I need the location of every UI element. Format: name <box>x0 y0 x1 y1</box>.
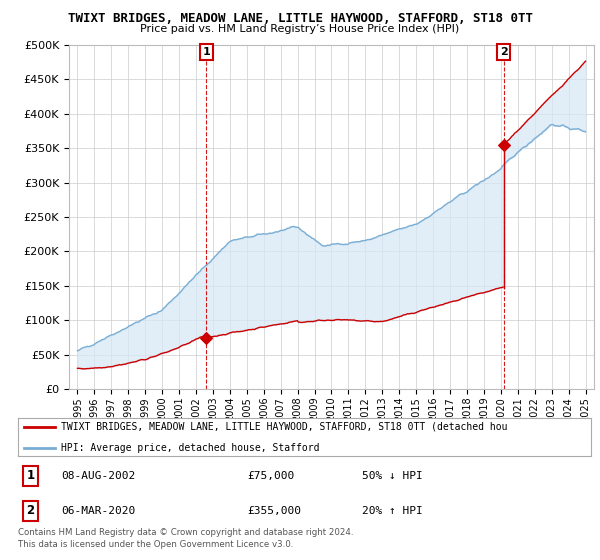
Text: £75,000: £75,000 <box>247 471 295 480</box>
Text: Contains HM Land Registry data © Crown copyright and database right 2024.: Contains HM Land Registry data © Crown c… <box>18 528 353 537</box>
Text: HPI: Average price, detached house, Stafford: HPI: Average price, detached house, Staf… <box>61 443 319 453</box>
Text: 08-AUG-2002: 08-AUG-2002 <box>61 471 135 480</box>
Text: £355,000: £355,000 <box>247 506 301 516</box>
Text: 50% ↓ HPI: 50% ↓ HPI <box>362 471 422 480</box>
Text: TWIXT BRIDGES, MEADOW LANE, LITTLE HAYWOOD, STAFFORD, ST18 0TT (detached hou: TWIXT BRIDGES, MEADOW LANE, LITTLE HAYWO… <box>61 422 508 432</box>
Text: 1: 1 <box>26 469 35 482</box>
Text: 2: 2 <box>500 47 508 57</box>
Point <box>499 140 509 149</box>
Point <box>202 333 211 342</box>
Text: This data is licensed under the Open Government Licence v3.0.: This data is licensed under the Open Gov… <box>18 540 293 549</box>
Text: 2: 2 <box>26 504 35 517</box>
Text: 20% ↑ HPI: 20% ↑ HPI <box>362 506 422 516</box>
Text: 1: 1 <box>202 47 210 57</box>
Text: TWIXT BRIDGES, MEADOW LANE, LITTLE HAYWOOD, STAFFORD, ST18 0TT: TWIXT BRIDGES, MEADOW LANE, LITTLE HAYWO… <box>67 12 533 25</box>
Text: 06-MAR-2020: 06-MAR-2020 <box>61 506 135 516</box>
Text: Price paid vs. HM Land Registry’s House Price Index (HPI): Price paid vs. HM Land Registry’s House … <box>140 24 460 34</box>
